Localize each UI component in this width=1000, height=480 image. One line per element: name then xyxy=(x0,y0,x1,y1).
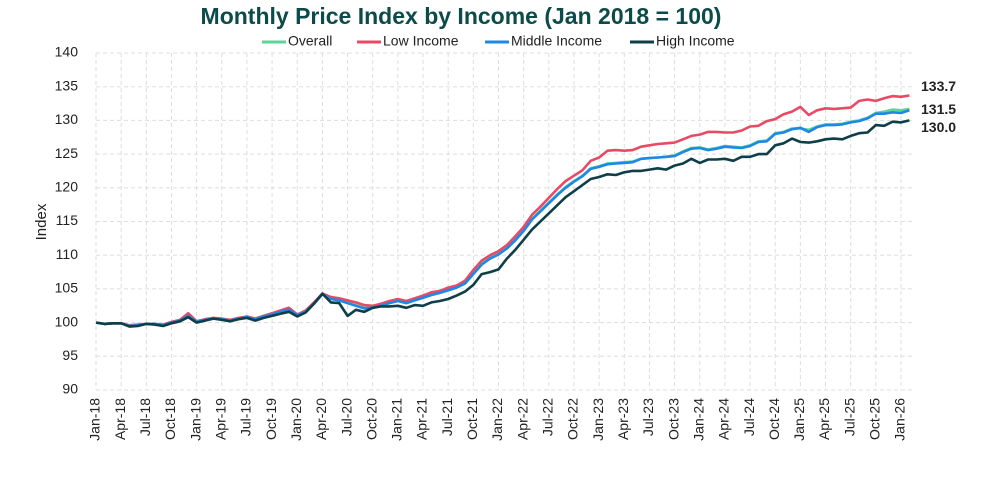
x-tick-label: Apr-19 xyxy=(212,398,228,440)
chart-title: Monthly Price Index by Income (Jan 2018 … xyxy=(201,3,722,29)
x-tick-label: Apr-22 xyxy=(514,398,530,440)
y-tick-label: 115 xyxy=(56,212,79,228)
x-tick-label: Jul-25 xyxy=(841,398,857,436)
x-tick-label: Oct-25 xyxy=(867,398,883,440)
legend-label: Middle Income xyxy=(511,33,602,49)
end-label: 130.0 xyxy=(921,119,956,135)
x-tick-label: Jul-22 xyxy=(540,398,556,436)
legend-label: Overall xyxy=(288,33,332,49)
x-tick-label: Oct-23 xyxy=(665,398,681,440)
end-label: 133.7 xyxy=(921,78,956,94)
legend-label: Low Income xyxy=(383,33,459,49)
legend-label: High Income xyxy=(656,33,735,49)
y-tick-label: 140 xyxy=(55,44,79,60)
x-tick-label: Apr-18 xyxy=(112,398,128,440)
x-tick-label: Jan-22 xyxy=(489,398,505,441)
x-tick-label: Jan-20 xyxy=(288,398,304,441)
y-tick-label: 125 xyxy=(55,145,79,161)
y-tick-label: 120 xyxy=(55,179,79,195)
x-tick-label: Jan-23 xyxy=(590,398,606,441)
x-tick-label: Jul-21 xyxy=(439,398,455,436)
y-tick-label: 130 xyxy=(55,111,79,127)
y-tick-label: 95 xyxy=(62,347,78,363)
y-tick-label: 135 xyxy=(55,77,79,93)
x-tick-label: Jul-20 xyxy=(338,398,354,436)
x-tick-label: Jan-25 xyxy=(791,398,807,441)
y-tick-label: 110 xyxy=(56,246,79,262)
x-tick-label: Jul-19 xyxy=(238,398,254,436)
x-tick-label: Jan-24 xyxy=(690,398,706,441)
x-tick-label: Apr-24 xyxy=(716,398,732,440)
x-tick-label: Jul-24 xyxy=(741,398,757,436)
x-tick-label: Apr-25 xyxy=(816,398,832,440)
x-tick-label: Oct-22 xyxy=(565,398,581,440)
x-tick-label: Apr-21 xyxy=(414,398,430,440)
x-tick-label: Jan-19 xyxy=(187,398,203,441)
x-tick-label: Oct-19 xyxy=(263,398,279,440)
y-tick-label: 100 xyxy=(55,313,79,329)
x-tick-label: Oct-20 xyxy=(363,398,379,440)
x-tick-label: Jul-23 xyxy=(640,398,656,436)
y-tick-label: 105 xyxy=(55,280,79,296)
y-axis-label: Index xyxy=(33,203,50,240)
x-tick-label: Apr-23 xyxy=(615,398,631,440)
end-label: 131.5 xyxy=(921,101,956,117)
x-tick-label: Oct-18 xyxy=(162,398,178,440)
x-tick-label: Oct-24 xyxy=(766,398,782,440)
y-tick-label: 90 xyxy=(62,381,78,397)
x-tick-label: Jan-21 xyxy=(389,398,405,441)
x-tick-label: Oct-21 xyxy=(464,398,480,440)
x-tick-label: Jan-26 xyxy=(892,398,908,441)
x-tick-label: Apr-20 xyxy=(313,398,329,440)
series-line xyxy=(95,119,910,328)
x-tick-label: Jul-18 xyxy=(137,398,153,436)
x-tick-label: Jan-18 xyxy=(87,398,103,441)
